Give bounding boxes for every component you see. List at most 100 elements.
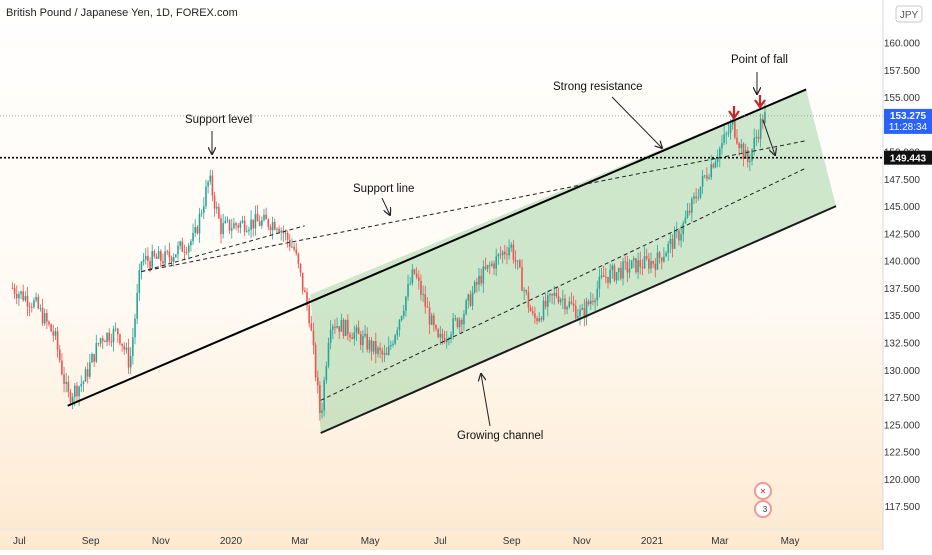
candle-body <box>159 251 162 261</box>
candle <box>738 141 740 156</box>
candle-body <box>338 326 341 332</box>
candle <box>261 216 263 229</box>
candle <box>69 388 72 406</box>
candle-body <box>129 356 132 368</box>
candle-body <box>41 307 44 324</box>
candle <box>663 247 665 263</box>
candle-body <box>551 293 553 296</box>
candle-body <box>11 287 14 289</box>
candle <box>757 129 760 143</box>
candle <box>329 320 332 350</box>
candle-body <box>121 343 123 346</box>
candle-body <box>678 230 680 241</box>
candle-body <box>675 230 678 232</box>
candle <box>84 366 87 382</box>
candle <box>422 285 424 302</box>
candle <box>736 129 738 145</box>
candle <box>362 330 364 353</box>
support-level-label[interactable]: Support level <box>185 114 252 126</box>
candle <box>609 263 611 285</box>
candle <box>566 305 568 314</box>
candle-body <box>609 269 611 283</box>
candle-body <box>574 305 577 319</box>
candle-body <box>669 238 672 244</box>
growing-channel-label[interactable]: Growing channel <box>457 430 543 442</box>
candle-body <box>742 143 745 159</box>
candle-body <box>684 217 687 223</box>
x-tick-label: May <box>361 536 380 547</box>
candle <box>213 191 216 217</box>
candle <box>325 361 328 384</box>
candle <box>86 362 89 384</box>
candle <box>394 333 396 346</box>
candle-body <box>207 181 209 187</box>
candle <box>439 325 442 346</box>
candle-body <box>286 232 289 240</box>
candle <box>295 242 298 256</box>
candle-body <box>469 294 472 306</box>
candle <box>491 260 493 268</box>
candle-body <box>695 196 697 199</box>
candle <box>207 180 209 194</box>
candle-body <box>405 296 407 311</box>
time-axis[interactable]: Jul Sep Nov 2020 Mar May Jul Sep Nov 2021 Mar May <box>0 528 883 547</box>
logo-badge-icon: ✕ <box>754 482 772 500</box>
candle-body <box>753 138 755 150</box>
candle-body <box>714 162 717 168</box>
candle-body <box>706 175 708 179</box>
candle <box>269 224 272 236</box>
candle-body <box>693 196 695 199</box>
symbol-title: British Pound / Japanese Yen, 1D, FOREX.… <box>6 7 238 19</box>
point-of-fall-label[interactable]: Point of fall <box>731 54 788 66</box>
candle <box>323 376 325 417</box>
candle-body <box>104 341 106 343</box>
candle <box>340 313 343 332</box>
candle-body <box>426 306 429 308</box>
red-down-arrow-icon <box>728 106 740 120</box>
candle <box>723 125 725 146</box>
currency-badge-box <box>895 5 923 23</box>
support-line-label[interactable]: Support line <box>353 183 414 195</box>
y-tick-label: 117.500 <box>885 502 921 513</box>
candle <box>162 253 164 267</box>
candle-body <box>572 303 575 306</box>
candle-body <box>334 326 336 328</box>
candle-body <box>273 221 276 230</box>
candle <box>577 309 579 320</box>
candle-body <box>383 352 386 355</box>
candle-body <box>538 318 540 322</box>
candle <box>172 253 175 267</box>
candle-body <box>151 251 153 268</box>
svg-text:✕: ✕ <box>760 487 767 496</box>
last-price-tag <box>884 108 932 134</box>
candle-body <box>20 291 22 295</box>
candle-body <box>196 227 199 234</box>
candle <box>179 240 181 250</box>
candle <box>63 366 65 393</box>
candle <box>123 342 126 355</box>
strong-resistance-label[interactable]: Strong resistance <box>553 81 643 93</box>
candle-body <box>185 252 188 253</box>
candle <box>353 325 356 346</box>
candle <box>11 282 14 290</box>
candle <box>20 290 22 299</box>
candle <box>147 247 149 269</box>
candle <box>168 242 171 263</box>
candle <box>643 246 646 269</box>
candle <box>579 304 581 326</box>
price-axis[interactable]: 117.500 120.000 122.500 125.000 127.500 130.0… <box>882 0 932 550</box>
candle <box>252 219 255 237</box>
candle-body <box>252 219 255 229</box>
candle-body <box>682 222 685 235</box>
y-tick-label: 155.000 <box>884 93 921 104</box>
candle-body <box>276 228 278 230</box>
candle <box>417 270 420 290</box>
candle <box>581 303 583 311</box>
currency-badge[interactable]: JPY <box>895 5 923 23</box>
y-tick-label: 160.000 <box>884 39 921 50</box>
candle-body <box>499 254 502 256</box>
candle-body <box>372 341 375 352</box>
candle <box>256 204 259 222</box>
candle-body <box>402 310 405 317</box>
